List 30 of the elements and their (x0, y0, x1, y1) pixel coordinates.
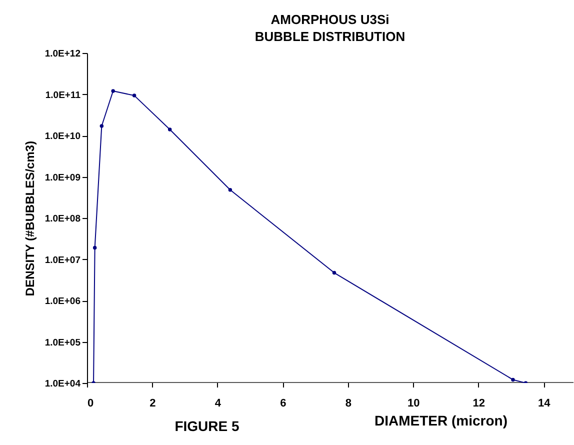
point (332, 270, 336, 275)
point (132, 94, 136, 98)
y-tick-label: 1.0E+04 (44, 378, 82, 390)
y-tick-label: 1.0E+10 (44, 131, 80, 142)
text: BUBBLE DISTRIBUTION (254, 29, 406, 44)
text: AMORPHOUS U3Si (270, 12, 390, 27)
point (92, 246, 97, 250)
x-tick-label: 2 (150, 398, 156, 410)
x-tick-label: 10 (408, 398, 420, 410)
y-tick-label: 1.0E+07 (44, 254, 80, 266)
point (100, 124, 104, 128)
y-axis-title: DENSITY (#BUBBLES/cm3) (22, 140, 37, 296)
x-tick-label: 4 (214, 398, 222, 410)
point (168, 128, 172, 132)
y-tick-label: 1.0E+11 (45, 90, 82, 101)
x-tick-label: 8 (345, 398, 352, 410)
y-tick-label: 1.0E+05 (44, 337, 82, 348)
y-tick-label: 1.0E+06 (44, 296, 80, 307)
x-tick-label: 0 (88, 398, 94, 410)
x-axis-title: DIAMETER (micron) (374, 412, 508, 428)
caption: FIGURE 5 (174, 418, 240, 434)
point (111, 89, 115, 93)
y-tick-label: 1.0E+12 (44, 48, 80, 60)
y-tick-label: 1.0E+09 (44, 172, 80, 184)
point (511, 378, 515, 382)
x-tick-label: 12 (472, 398, 486, 410)
x-tick-label: 6 (280, 398, 286, 410)
x-tick-label: 14 (538, 398, 552, 410)
point (228, 188, 232, 192)
y-tick-label: 1.0E+08 (44, 214, 80, 224)
